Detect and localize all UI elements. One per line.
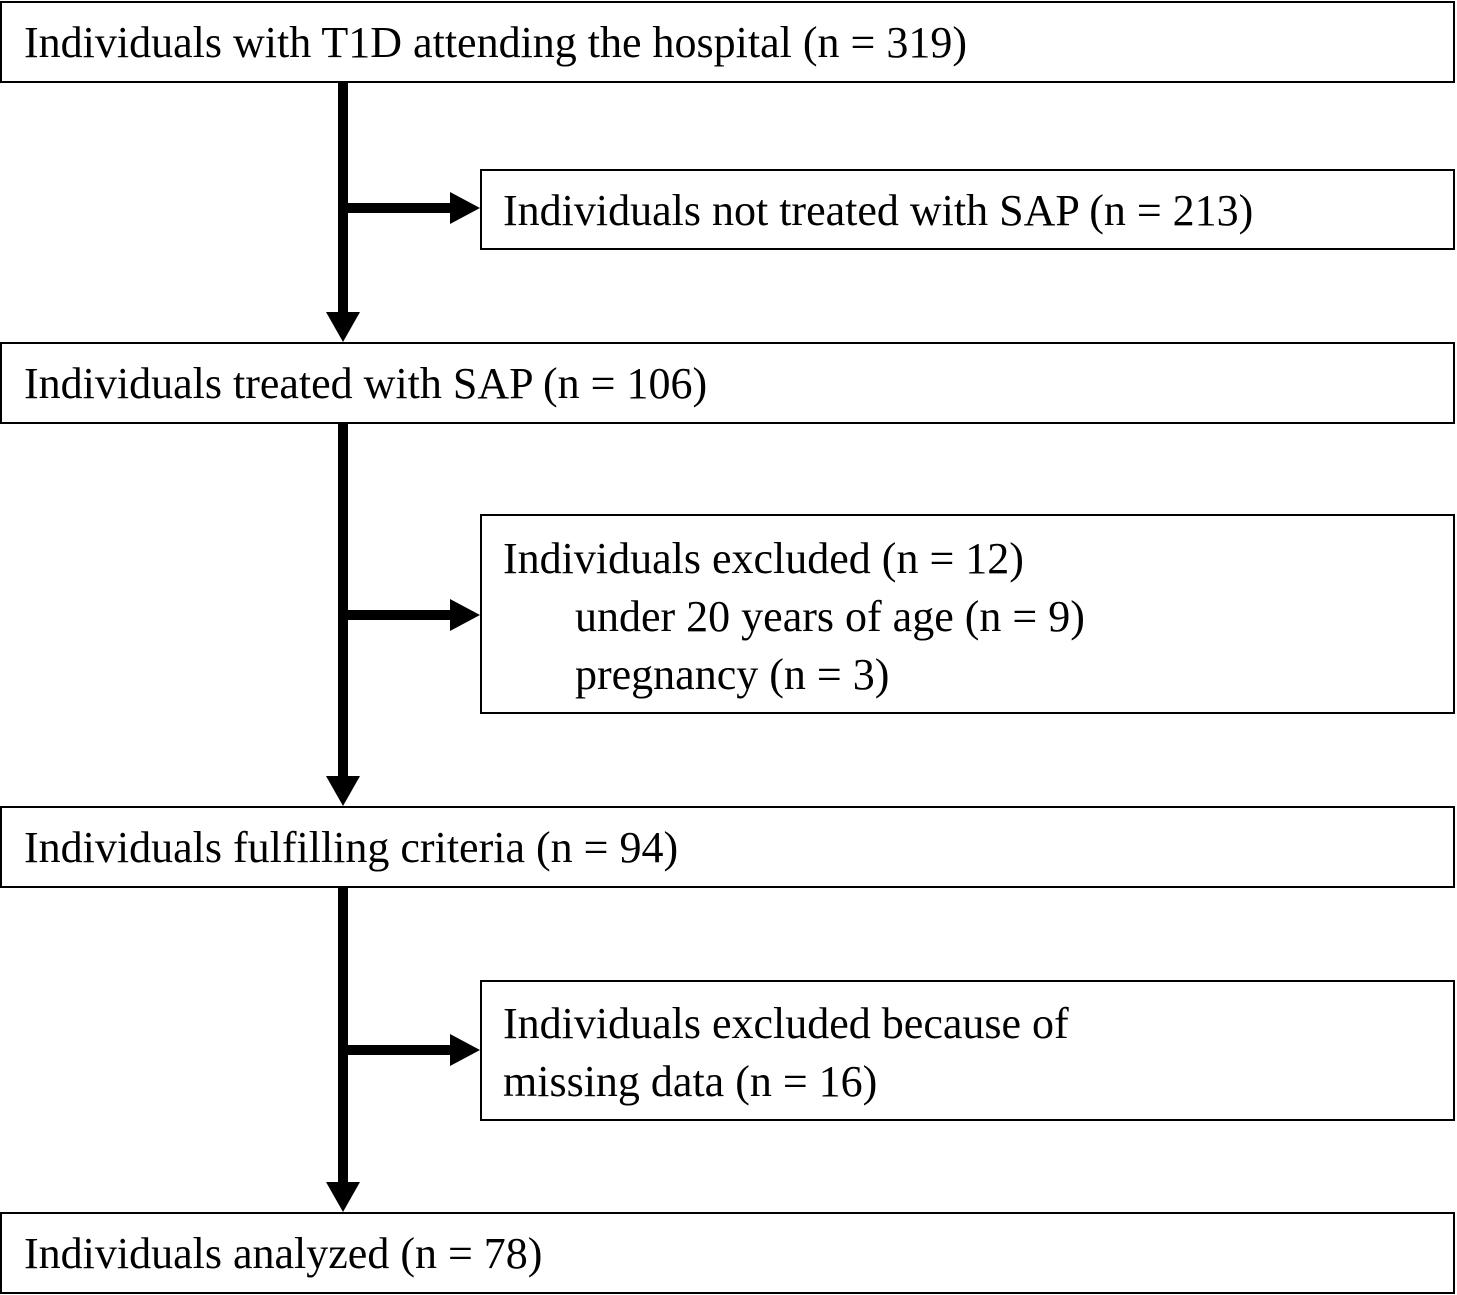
arrowhead-down-2: [326, 776, 360, 806]
side-box-line: Individuals excluded because of: [503, 999, 1069, 1048]
main-box-treated-sap: Individuals treated with SAP (n = 106): [0, 342, 1455, 424]
side-box-line: Individuals not treated with SAP (n = 21…: [503, 186, 1254, 235]
side-box-not-treated: Individuals not treated with SAP (n = 21…: [480, 169, 1455, 250]
side-box-subline-pregnancy: pregnancy (n = 3): [575, 650, 890, 699]
side-box-line: Individuals excluded (n = 12): [503, 534, 1024, 583]
side-box-missing-data: Individuals excluded because of missing …: [480, 980, 1455, 1121]
arrowhead-down-3: [326, 1182, 360, 1212]
main-box-label: Individuals treated with SAP (n = 106): [24, 359, 708, 408]
main-box-analyzed: Individuals analyzed (n = 78): [0, 1212, 1455, 1294]
arrowhead-right-3: [450, 1034, 480, 1066]
main-box-hospital: Individuals with T1D attending the hospi…: [0, 1, 1455, 83]
side-box-subline-age: under 20 years of age (n = 9): [575, 592, 1085, 641]
main-box-label: Individuals with T1D attending the hospi…: [24, 18, 967, 67]
side-box-excluded: Individuals excluded (n = 12) under 20 y…: [480, 514, 1455, 714]
arrowhead-down-1: [326, 312, 360, 342]
arrowhead-right-2: [450, 599, 480, 631]
main-box-label: Individuals analyzed (n = 78): [24, 1229, 543, 1278]
side-box-line: missing data (n = 16): [503, 1057, 878, 1106]
main-box-fulfilling-criteria: Individuals fulfilling criteria (n = 94): [0, 806, 1455, 888]
arrowhead-right-1: [450, 192, 480, 224]
main-box-label: Individuals fulfilling criteria (n = 94): [24, 823, 679, 872]
